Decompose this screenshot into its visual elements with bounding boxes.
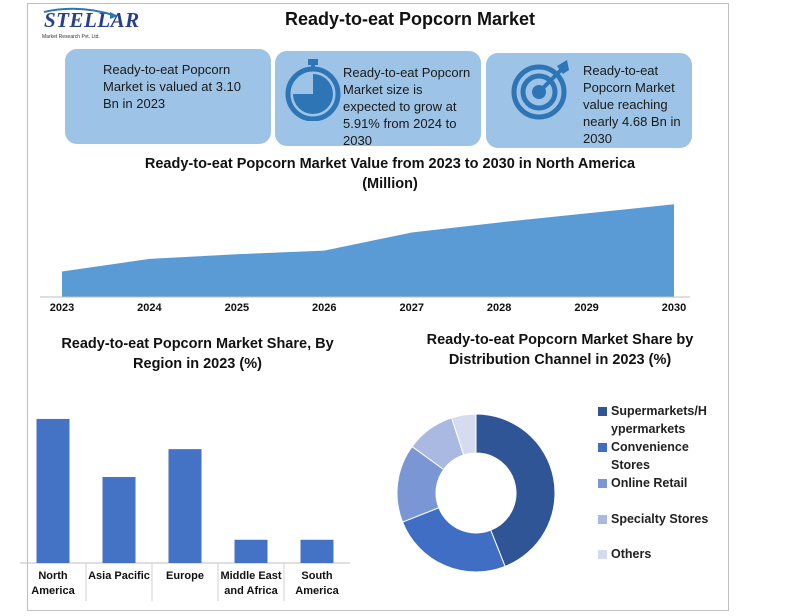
legend-swatch <box>598 443 607 452</box>
bar <box>168 449 202 563</box>
area-series <box>62 204 674 297</box>
donut-chart <box>396 413 556 573</box>
area-chart-title: Ready-to-eat Popcorn Market Value from 2… <box>144 156 636 192</box>
stat-card-growth: Ready-to-eat Popcorn Market size is expe… <box>275 51 481 148</box>
bar <box>300 539 334 563</box>
legend-label: Convenience Stores <box>611 440 689 472</box>
donut-slice <box>450 413 477 456</box>
stat-card-text: Ready-to-eat Popcorn Market is valued at… <box>103 62 242 111</box>
x-tick-label: Asia Pacific <box>88 570 150 582</box>
legend-label: Specialty Stores <box>611 512 709 526</box>
x-tick-label: 2024 <box>137 302 162 314</box>
logo-swoosh-icon <box>43 7 118 19</box>
donut-slice <box>475 413 556 568</box>
stat-card-text: Ready-to-eat Popcorn Market size is expe… <box>343 65 471 148</box>
x-tick-label: Europe <box>166 570 204 582</box>
bar-chart-title: Ready-to-eat Popcorn Market Share, By Re… <box>61 336 334 372</box>
bar <box>36 418 70 563</box>
x-tick-label: 2030 <box>662 302 686 314</box>
area-chart: 2023 2024 2025 2026 2027 2028 2029 2030 <box>40 204 690 314</box>
stat-card-text: Ready-to-eat Popcorn Market value reachi… <box>583 63 681 146</box>
legend-swatch <box>598 479 607 488</box>
logo: STELLAR Market Research Pvt. Ltd. <box>40 6 139 40</box>
legend-label: Supermarkets/H ypermarkets <box>611 404 707 436</box>
donut-slice <box>401 507 506 573</box>
x-tick-label: 2029 <box>574 302 598 314</box>
legend-label: Online Retail <box>611 476 688 490</box>
bar-chart: North America Asia Pacific Europe Middle Eas… <box>20 418 350 601</box>
x-tick-label: 2023 <box>50 302 74 314</box>
legend-swatch <box>598 550 607 559</box>
donut-chart-title: Ready-to-eat Popcorn Market Share by Dis… <box>426 332 694 368</box>
x-tick-label: 2028 <box>487 302 511 314</box>
x-tick-label: 2026 <box>312 302 336 314</box>
infographic-frame <box>27 3 729 611</box>
legend-swatch <box>598 515 607 524</box>
x-tick-label: 2025 <box>225 302 249 314</box>
target-icon <box>511 60 569 120</box>
stat-card-forecast-2030: Ready-to-eat Popcorn Market value reachi… <box>486 53 692 148</box>
bar <box>102 477 136 563</box>
stat-card-value-2023: Ready-to-eat Popcorn Market is valued at… <box>65 49 271 144</box>
legend-label: Others <box>611 547 652 561</box>
logo-text: STELLAR <box>44 8 140 32</box>
stopwatch-icon <box>285 59 341 121</box>
logo-subtitle: Market Research Pvt. Ltd. <box>42 34 100 40</box>
x-tick-label: North America <box>31 570 75 597</box>
x-tick-label: South America <box>295 570 339 597</box>
bar <box>234 539 268 563</box>
page-title: Ready-to-eat Popcorn Market <box>284 9 536 29</box>
x-tick-label: Middle East and Africa <box>220 570 281 597</box>
x-tick-label: 2027 <box>399 302 423 314</box>
legend-swatch <box>598 407 607 416</box>
